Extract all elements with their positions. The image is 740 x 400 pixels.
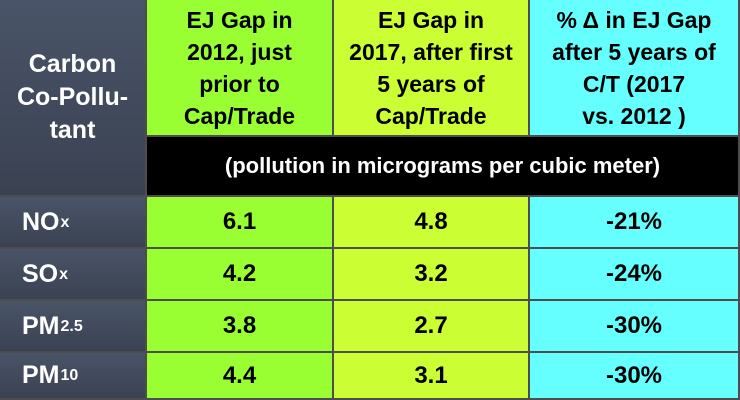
pollutant-header-line: Co-Pollu-: [16, 83, 129, 111]
pollutant-column-header: Carbon Co-Pollu- tant: [0, 0, 147, 197]
pollutant-label-pm25: PM 2.5: [0, 301, 147, 353]
table-cell-gap-2017: 3.2: [334, 249, 530, 301]
pollutant-subscript: 2.5: [60, 317, 83, 335]
table-cell-gap-2017: 4.8: [334, 197, 530, 249]
header-line: Cap/Trade: [183, 102, 296, 129]
header-line: 5 years of: [377, 70, 485, 97]
header-line: 2017, after first: [349, 38, 513, 65]
pct-change-column-header: % Δ in EJ Gap after 5 years of C/T (2017…: [530, 0, 740, 137]
header-line: C/T (2017: [582, 70, 686, 97]
pollutant-label-sox: SO x: [0, 249, 147, 301]
pollutant-base: NO: [22, 207, 60, 236]
units-banner: (pollution in micrograms per cubic meter…: [147, 137, 740, 197]
header-line: 2012, just: [187, 38, 292, 65]
header-line: vs. 2012 ): [582, 102, 686, 129]
pollutant-base: PM: [22, 361, 60, 389]
header-line: EJ Gap in: [186, 6, 293, 33]
table-cell-gap-2012: 3.8: [147, 301, 334, 353]
table-cell-pct-change: -30%: [530, 301, 740, 353]
pollutant-base: PM: [22, 311, 60, 340]
pollutant-header-line: tant: [49, 116, 96, 144]
header-line: EJ Gap in: [377, 6, 485, 33]
header-line: % Δ in EJ Gap: [556, 6, 712, 33]
table-cell-gap-2012: 4.4: [147, 353, 334, 400]
table-cell-gap-2017: 2.7: [334, 301, 530, 353]
header-line: prior to: [199, 70, 280, 97]
table-cell-pct-change: -30%: [530, 353, 740, 400]
table-cell-pct-change: -21%: [530, 197, 740, 249]
gap-2017-column-header: EJ Gap in 2017, after first 5 years of C…: [334, 0, 530, 137]
pollutant-base: SO: [22, 259, 59, 288]
pollutant-subscript: 10: [60, 367, 79, 384]
table-cell-pct-change: -24%: [530, 249, 740, 301]
gap-2012-column-header: EJ Gap in 2012, just prior to Cap/Trade: [147, 0, 334, 137]
table-cell-gap-2012: 4.2: [147, 249, 334, 301]
table-cell-gap-2012: 6.1: [147, 197, 334, 249]
pollutant-label-nox: NO x: [0, 197, 147, 249]
pollutant-header-line: Carbon: [28, 50, 117, 78]
header-line: Cap/Trade: [375, 102, 487, 129]
header-line: after 5 years of: [552, 38, 716, 65]
pollutant-label-pm10: PM 10: [0, 353, 147, 400]
table-cell-gap-2017: 3.1: [334, 353, 530, 400]
pollutant-subscript: x: [60, 213, 70, 231]
pollutant-subscript: x: [59, 265, 69, 283]
